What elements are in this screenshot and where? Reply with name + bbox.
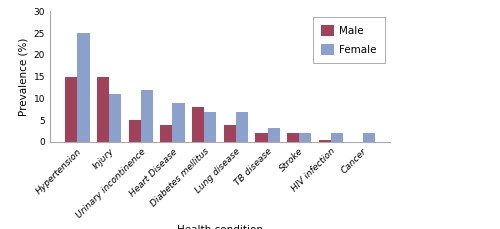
Bar bbox=[362, 133, 374, 142]
Bar bbox=[78, 33, 90, 142]
Bar bbox=[160, 125, 172, 142]
Bar bbox=[268, 128, 280, 142]
Bar bbox=[129, 120, 141, 142]
Bar bbox=[172, 103, 184, 142]
Bar bbox=[109, 94, 121, 142]
Bar bbox=[192, 107, 204, 142]
Y-axis label: Prevalence (%): Prevalence (%) bbox=[18, 38, 28, 116]
Bar bbox=[331, 133, 343, 142]
Bar bbox=[256, 133, 268, 142]
Bar bbox=[236, 112, 248, 142]
Legend: Male, Female: Male, Female bbox=[313, 17, 385, 63]
Bar bbox=[204, 112, 216, 142]
Bar bbox=[287, 133, 299, 142]
Bar bbox=[319, 140, 331, 142]
Bar bbox=[224, 125, 236, 142]
X-axis label: Health condition: Health condition bbox=[177, 225, 263, 229]
Bar bbox=[299, 133, 311, 142]
Bar bbox=[141, 90, 153, 142]
Bar bbox=[66, 77, 78, 142]
Bar bbox=[97, 77, 109, 142]
